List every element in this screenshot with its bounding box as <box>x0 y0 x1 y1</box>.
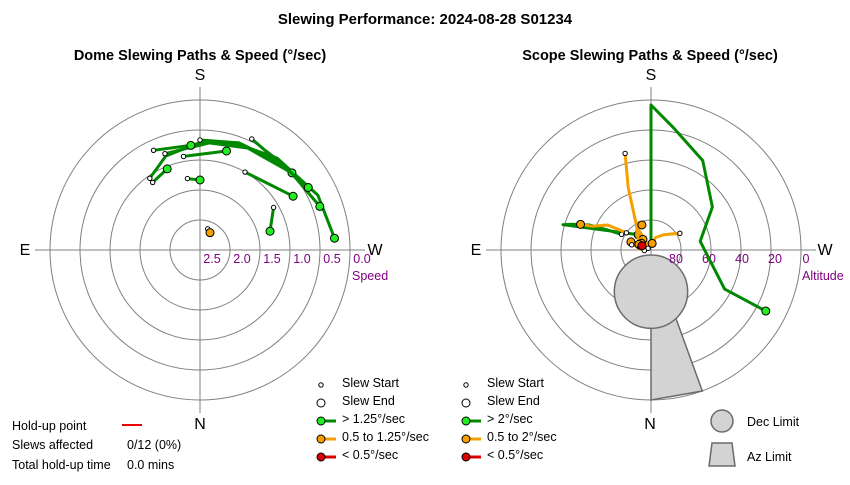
scope-slew-end-marker <box>648 239 656 247</box>
az-limit-legend-label: Az Limit <box>747 450 792 464</box>
dome-slew-end-marker <box>196 176 204 184</box>
slews-affected-label: Slews affected <box>12 438 93 452</box>
dome-slew-end-marker <box>330 234 338 242</box>
scope-legend-end-marker <box>462 399 470 407</box>
dome-legend-end-marker <box>317 399 325 407</box>
slews-affected-value: 0/12 (0%) <box>127 438 181 452</box>
scope-radial-tick-label: 80 <box>669 252 683 266</box>
dome-slew-start-marker <box>185 176 189 180</box>
dome-legend-end-label: Slew End <box>342 394 395 408</box>
dec-limit-legend-label: Dec Limit <box>747 415 800 429</box>
scope-slew-end-marker <box>638 221 646 229</box>
scope-slew-start-marker <box>678 231 682 235</box>
scope-legend-fast-label: > 2°/sec <box>487 412 533 426</box>
az-limit-legend-swatch <box>709 443 735 466</box>
scope-chart-title: Scope Slewing Paths & Speed (°/sec) <box>522 48 778 64</box>
dome-radial-tick-label: 2.0 <box>233 252 250 266</box>
scope-compass-right: W <box>817 242 833 259</box>
scope-legend-end-label: Slew End <box>487 394 540 408</box>
dome-slew-end-marker <box>266 227 274 235</box>
dome-radial-tick-label: 1.5 <box>263 252 280 266</box>
dome-slew-end-marker <box>304 184 312 192</box>
dome-slew-start-marker <box>148 176 152 180</box>
dome-slew-paths <box>148 137 339 242</box>
dome-slew-start-marker <box>198 138 202 142</box>
dome-compass-bottom: N <box>194 416 206 433</box>
dome-slew-path <box>184 151 227 156</box>
scope-legend-medium-marker <box>462 435 470 443</box>
dome-slew-start-marker <box>250 137 254 141</box>
dome-radial-tick-label: 0.0 <box>353 252 370 266</box>
figure-title: Slewing Performance: 2024-08-28 S01234 <box>278 11 573 28</box>
dome-chart: Dome Slewing Paths & Speed (°/sec) S N E… <box>20 48 389 433</box>
dome-slew-start-marker <box>243 170 247 174</box>
dome-chart-title: Dome Slewing Paths & Speed (°/sec) <box>74 48 327 64</box>
dome-legend-fast-label: > 1.25°/sec <box>342 412 405 426</box>
scope-slew-end-marker <box>762 307 770 315</box>
scope-legend-slow-label: < 0.5°/sec <box>487 448 543 462</box>
scope-compass-bottom: N <box>644 416 656 433</box>
holdup-point-label: Hold-up point <box>12 419 87 433</box>
holdup-summary: Hold-up point Slews affected 0/12 (0%) T… <box>12 419 181 472</box>
dome-legend-slow-label: < 0.5°/sec <box>342 448 398 462</box>
dome-radial-axis-title: Speed <box>352 269 388 283</box>
dome-slew-start-marker <box>163 151 167 155</box>
dome-legend-fast-marker <box>317 417 325 425</box>
dome-slew-path <box>200 140 320 206</box>
dome-slew-end-marker <box>163 165 171 173</box>
dome-slew-start-marker <box>150 180 154 184</box>
dome-compass-left: E <box>20 242 31 259</box>
scope-legend-slow-marker <box>462 453 470 461</box>
dome-radial-tick-label: 1.0 <box>293 252 310 266</box>
scope-radial-tick-label: 40 <box>735 252 749 266</box>
scope-legend-medium-label: 0.5 to 2°/sec <box>487 430 557 444</box>
dome-slew-start-marker <box>181 154 185 158</box>
dome-legend-start-marker <box>319 383 323 387</box>
dome-slew-end-marker <box>289 192 297 200</box>
dome-slew-start-marker <box>151 148 155 152</box>
dec-limit-legend-swatch <box>711 410 733 432</box>
dome-radial-tick-label: 0.5 <box>323 252 340 266</box>
dome-legend-medium-marker <box>317 435 325 443</box>
dome-slew-start-marker <box>271 205 275 209</box>
scope-slew-start-marker <box>624 231 628 235</box>
dome-radial-tick-label: 2.5 <box>203 252 220 266</box>
total-holdup-value: 0.0 mins <box>127 458 174 472</box>
scope-radial-axis-title: Altitude <box>802 269 844 283</box>
dome-polar-grid <box>35 87 365 413</box>
scope-slew-start-marker <box>623 151 627 155</box>
dome-slew-end-marker <box>206 229 214 237</box>
dome-legend-medium-label: 0.5 to 1.25°/sec <box>342 430 429 444</box>
scope-legend-start-marker <box>464 383 468 387</box>
dome-slew-end-marker <box>223 147 231 155</box>
dome-legend-slow-marker <box>317 453 325 461</box>
dome-slew-end-marker <box>316 202 324 210</box>
scope-limit-regions <box>614 255 702 400</box>
dome-legend-start-label: Slew Start <box>342 376 399 390</box>
scope-radial-tick-label: 20 <box>768 252 782 266</box>
scope-slew-end-marker <box>577 220 585 228</box>
dome-compass-top: S <box>195 67 206 84</box>
scope-legend-start-label: Slew Start <box>487 376 544 390</box>
scope-slew-start-marker <box>629 243 633 247</box>
total-holdup-label: Total hold-up time <box>12 458 111 472</box>
scope-compass-top: S <box>646 67 657 84</box>
scope-radial-tick-label: 0 <box>803 252 810 266</box>
scope-legend: Slew Start Slew End > 2°/sec 0.5 to 2°/s… <box>462 376 800 466</box>
scope-legend-fast-marker <box>462 417 470 425</box>
scope-compass-left: E <box>471 242 482 259</box>
dome-legend: Slew Start Slew End > 1.25°/sec 0.5 to 1… <box>317 376 429 462</box>
scope-slew-end-marker <box>638 242 646 250</box>
dome-slew-end-marker <box>187 141 195 149</box>
